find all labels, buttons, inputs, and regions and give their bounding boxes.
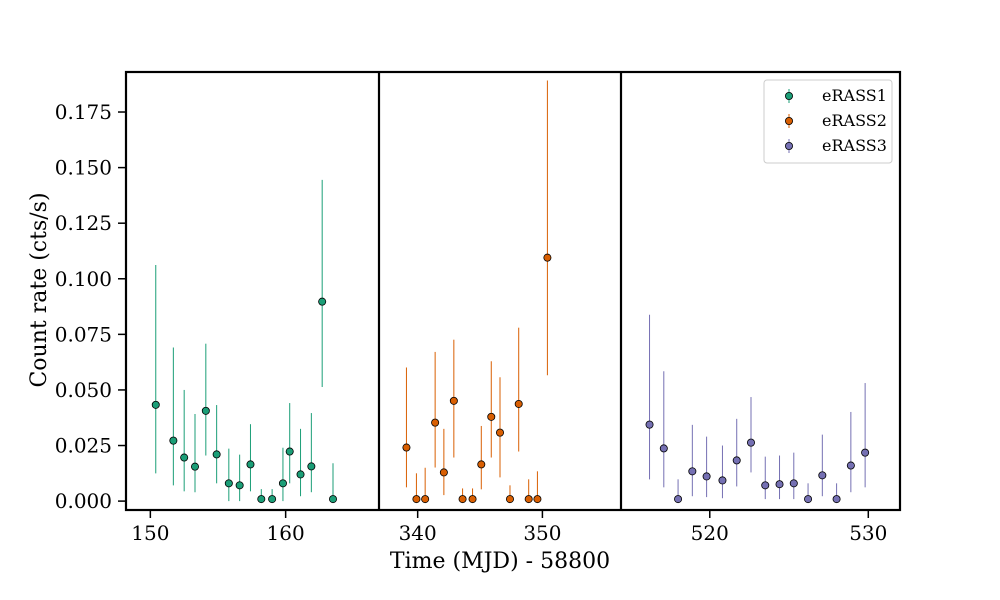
data-point-erass3-10	[775, 480, 784, 489]
data-point-erass3-1	[645, 420, 654, 429]
data-point-erass3-15	[846, 461, 855, 470]
data-point-erass2-2	[412, 495, 421, 504]
points-layer	[151, 80, 870, 504]
data-point-erass1-14	[296, 470, 305, 479]
data-point-erass1-4	[190, 462, 199, 471]
x-tick-label-erass1-150: 150	[131, 521, 169, 545]
legend-marker-erass3	[785, 141, 794, 150]
y-tick-label-5: 0.125	[55, 211, 112, 235]
data-point-erass1-7	[224, 479, 233, 488]
y-tick-label-3: 0.075	[55, 322, 112, 346]
y-tick-label-1: 0.025	[55, 434, 112, 458]
y-tick-label-4: 0.100	[55, 267, 112, 291]
data-point-erass1-16	[318, 297, 327, 306]
legend: eRASS1 eRASS2 eRASS3	[763, 79, 893, 164]
x-tick-label-erass3-530: 530	[849, 521, 887, 545]
x-tick-label-erass1-160: 160	[267, 521, 305, 545]
data-point-erass1-15	[307, 462, 316, 471]
data-point-erass3-14	[832, 495, 841, 504]
data-point-erass2-14	[524, 495, 533, 504]
data-point-erass3-11	[789, 479, 798, 488]
data-point-erass2-8	[468, 495, 477, 504]
x-axis: 150 160 340 350 520 530	[131, 510, 887, 545]
data-point-erass2-16	[543, 253, 552, 262]
legend-label-erass1: eRASS1	[822, 86, 887, 105]
data-point-erass1-2	[169, 436, 178, 445]
data-point-erass3-4	[688, 467, 697, 476]
data-point-erass1-6	[212, 450, 221, 459]
legend-marker-erass1	[785, 92, 794, 101]
y-tick-label-6: 0.150	[55, 156, 112, 180]
legend-box	[763, 79, 893, 164]
data-point-erass3-12	[804, 495, 813, 504]
legend-label-erass2: eRASS2	[822, 111, 887, 130]
data-point-erass3-6	[718, 476, 727, 485]
data-point-erass2-15	[533, 495, 542, 504]
data-point-erass3-7	[732, 456, 741, 465]
x-tick-label-erass3-520: 520	[691, 521, 729, 545]
data-point-erass2-13	[514, 399, 523, 408]
y-tick-label-2: 0.050	[55, 378, 112, 402]
data-point-erass2-4	[431, 418, 440, 427]
data-point-erass1-9	[246, 460, 255, 469]
y-axis: 0.000 0.025 0.050 0.075 0.100 0.125 0.150 0.175	[55, 100, 126, 513]
data-point-erass3-3	[674, 495, 683, 504]
x-tick-label-erass2-350: 350	[523, 521, 561, 545]
y-axis-title: Count rate (cts/s)	[27, 192, 52, 387]
data-point-erass1-12	[278, 479, 287, 488]
data-point-erass2-7	[458, 495, 467, 504]
data-point-erass3-13	[818, 471, 827, 480]
data-point-erass1-10	[257, 495, 266, 504]
data-point-erass2-6	[449, 396, 458, 405]
data-point-erass3-16	[861, 448, 870, 457]
data-point-erass2-3	[421, 495, 430, 504]
data-point-erass1-13	[285, 447, 294, 456]
data-point-erass1-8	[235, 481, 244, 490]
data-point-erass1-1	[151, 400, 160, 409]
data-point-erass3-8	[746, 438, 755, 447]
data-point-erass2-5	[439, 468, 448, 477]
data-point-erass1-5	[201, 406, 210, 415]
legend-marker-erass2	[785, 117, 794, 126]
data-point-erass3-2	[659, 444, 668, 453]
plot-frame	[124, 70, 902, 512]
data-point-erass1-3	[180, 453, 189, 462]
x-axis-title: Time (MJD) - 58800	[390, 549, 610, 574]
data-point-erass2-12	[505, 495, 514, 504]
legend-label-erass3: eRASS3	[822, 136, 887, 155]
data-point-erass2-1	[402, 443, 411, 452]
data-point-erass1-11	[268, 495, 277, 504]
data-point-erass2-10	[487, 412, 496, 421]
data-point-erass2-9	[477, 460, 486, 469]
frame-layer	[124, 70, 902, 512]
x-tick-label-erass2-340: 340	[399, 521, 437, 545]
y-tick-label-0: 0.000	[55, 489, 112, 513]
data-point-erass1-17	[328, 495, 337, 504]
data-point-erass3-5	[702, 472, 711, 481]
data-point-erass2-11	[495, 428, 504, 437]
data-point-erass3-9	[761, 481, 770, 490]
y-tick-label-7: 0.175	[55, 100, 112, 124]
